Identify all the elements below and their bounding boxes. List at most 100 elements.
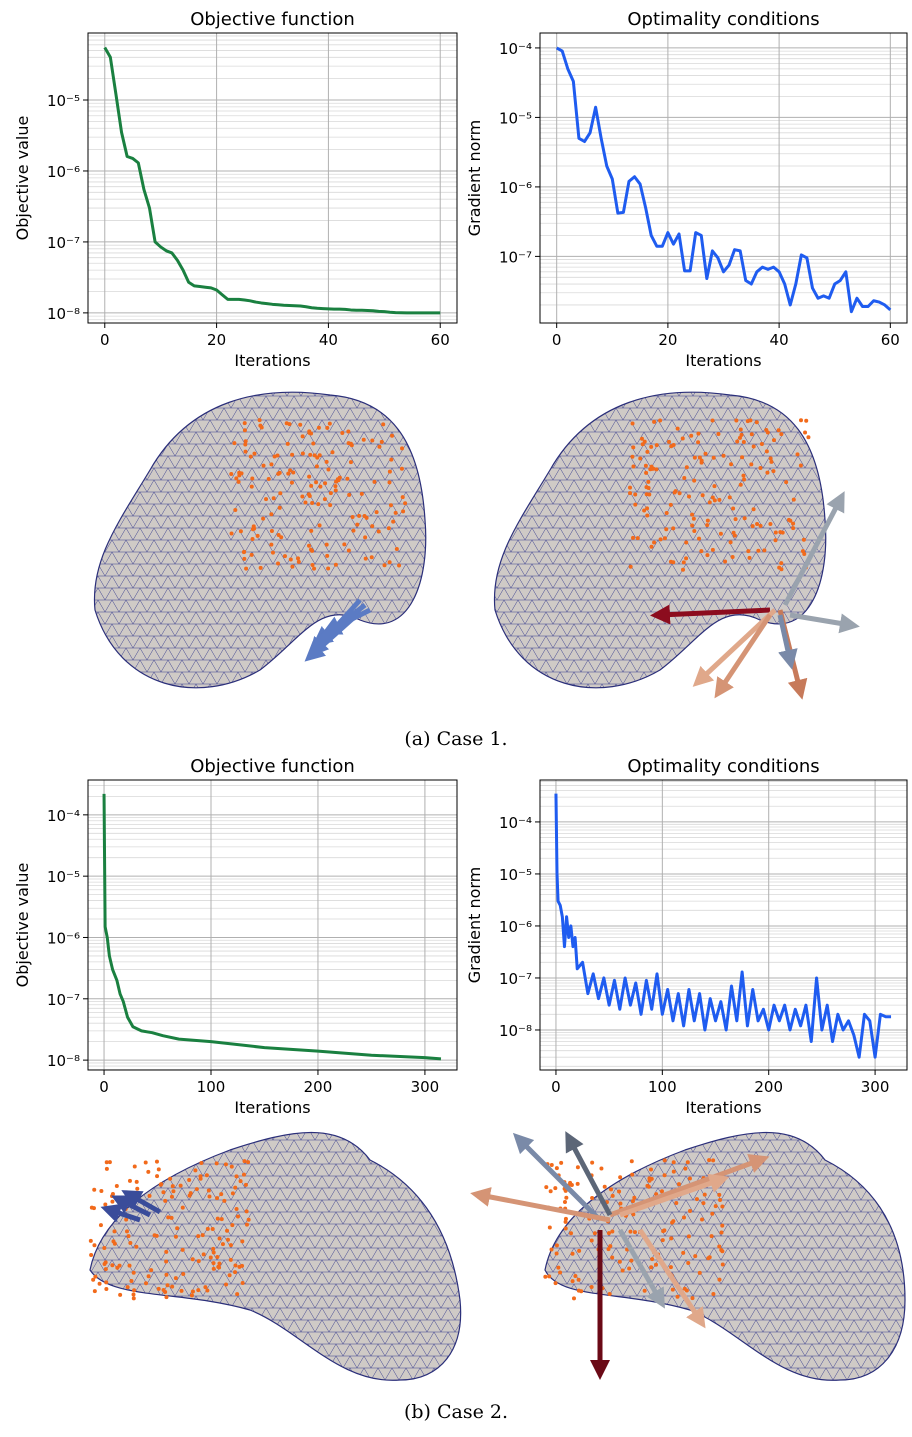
x-tick-label: 0	[100, 331, 110, 349]
contact-point	[791, 526, 796, 531]
contact-point	[710, 418, 715, 423]
contact-point	[190, 1257, 195, 1262]
contact-point	[318, 484, 323, 489]
contact-point	[610, 1229, 615, 1234]
contact-point	[251, 524, 256, 529]
line	[102, 793, 442, 1061]
contact-point	[89, 1253, 94, 1258]
line	[555, 46, 892, 314]
contact-point	[675, 426, 680, 431]
contact-point	[201, 1252, 206, 1257]
contact-point	[703, 451, 708, 456]
x-tick-label: 0	[99, 1078, 109, 1096]
contact-point	[728, 540, 733, 545]
contact-point	[233, 1185, 238, 1190]
contact-point	[222, 1198, 227, 1203]
contact-point	[242, 421, 247, 426]
contact-point	[677, 491, 682, 496]
contact-point	[710, 1211, 715, 1216]
contact-point	[741, 473, 746, 478]
contact-point	[721, 453, 726, 458]
contact-point	[110, 1263, 115, 1268]
x-axis-label: Iterations	[234, 351, 310, 370]
contact-point	[660, 1238, 665, 1243]
contact-point	[230, 1223, 235, 1228]
contact-point	[134, 1244, 139, 1249]
contact-point	[702, 1192, 707, 1197]
contact-point	[309, 528, 314, 533]
contact-point	[576, 1277, 581, 1282]
contact-point	[269, 542, 274, 547]
contact-point	[211, 1261, 216, 1266]
contact-point	[554, 1166, 559, 1171]
contact-point	[206, 1188, 211, 1193]
contact-point	[690, 512, 695, 517]
contact-point	[163, 1198, 168, 1203]
contact-point	[173, 1276, 178, 1281]
contact-point	[779, 561, 784, 566]
contact-point	[155, 1174, 160, 1179]
y-tick-label: 10⁻⁴	[499, 814, 532, 832]
contact-point	[662, 1228, 667, 1233]
contact-point	[543, 1274, 548, 1279]
contact-point	[102, 1261, 107, 1266]
contact-point	[592, 1231, 597, 1236]
contact-point	[645, 449, 650, 454]
contact-point	[199, 1160, 204, 1165]
contact-point	[310, 563, 315, 568]
contact-point	[668, 559, 673, 564]
contact-point	[798, 418, 803, 423]
contact-point	[310, 501, 315, 506]
contact-point	[285, 441, 290, 446]
contact-point	[269, 462, 274, 467]
contact-point	[196, 1288, 201, 1293]
arrow	[782, 491, 845, 607]
contact-point	[227, 1273, 232, 1278]
x-tick-label: 60	[881, 331, 900, 349]
contact-point	[662, 1158, 667, 1163]
contact-point	[312, 566, 317, 571]
contact-point	[712, 498, 717, 503]
contact-point	[577, 1248, 582, 1253]
contact-point	[544, 1185, 549, 1190]
contact-point	[316, 502, 321, 507]
contact-point	[308, 452, 313, 457]
contact-point	[314, 480, 319, 485]
contact-point	[644, 492, 649, 497]
contact-point	[573, 1273, 578, 1278]
contact-point	[671, 526, 676, 531]
x-tick-label: 60	[431, 331, 450, 349]
contact-point	[323, 481, 328, 486]
contact-point	[158, 1182, 163, 1187]
contact-point	[382, 563, 387, 568]
contact-point	[699, 549, 704, 554]
plot-frame	[87, 779, 458, 1071]
contact-point	[729, 462, 734, 467]
contact-point	[217, 1265, 222, 1270]
contact-point	[243, 439, 248, 444]
contact-point	[324, 459, 329, 464]
contact-point	[549, 1247, 554, 1252]
contact-point	[164, 1272, 169, 1277]
contact-point	[219, 1217, 224, 1222]
contact-point	[652, 419, 657, 424]
contact-point	[606, 1231, 611, 1236]
contact-point	[89, 1205, 94, 1210]
contact-point	[738, 427, 743, 432]
contact-point	[610, 1255, 615, 1260]
contact-point	[93, 1274, 98, 1279]
contact-point	[553, 1186, 558, 1191]
contact-point	[104, 1286, 109, 1291]
contact-point	[115, 1265, 120, 1270]
contact-point	[645, 513, 650, 518]
contact-point	[739, 432, 744, 437]
chart-title: Objective function	[190, 756, 355, 777]
contact-point	[738, 482, 743, 487]
contact-point	[731, 530, 736, 535]
contact-point	[333, 488, 338, 493]
contact-point	[234, 1206, 239, 1211]
contact-point	[127, 1178, 132, 1183]
contact-point	[282, 554, 287, 559]
contact-point	[741, 439, 746, 444]
contact-point	[559, 1160, 564, 1165]
